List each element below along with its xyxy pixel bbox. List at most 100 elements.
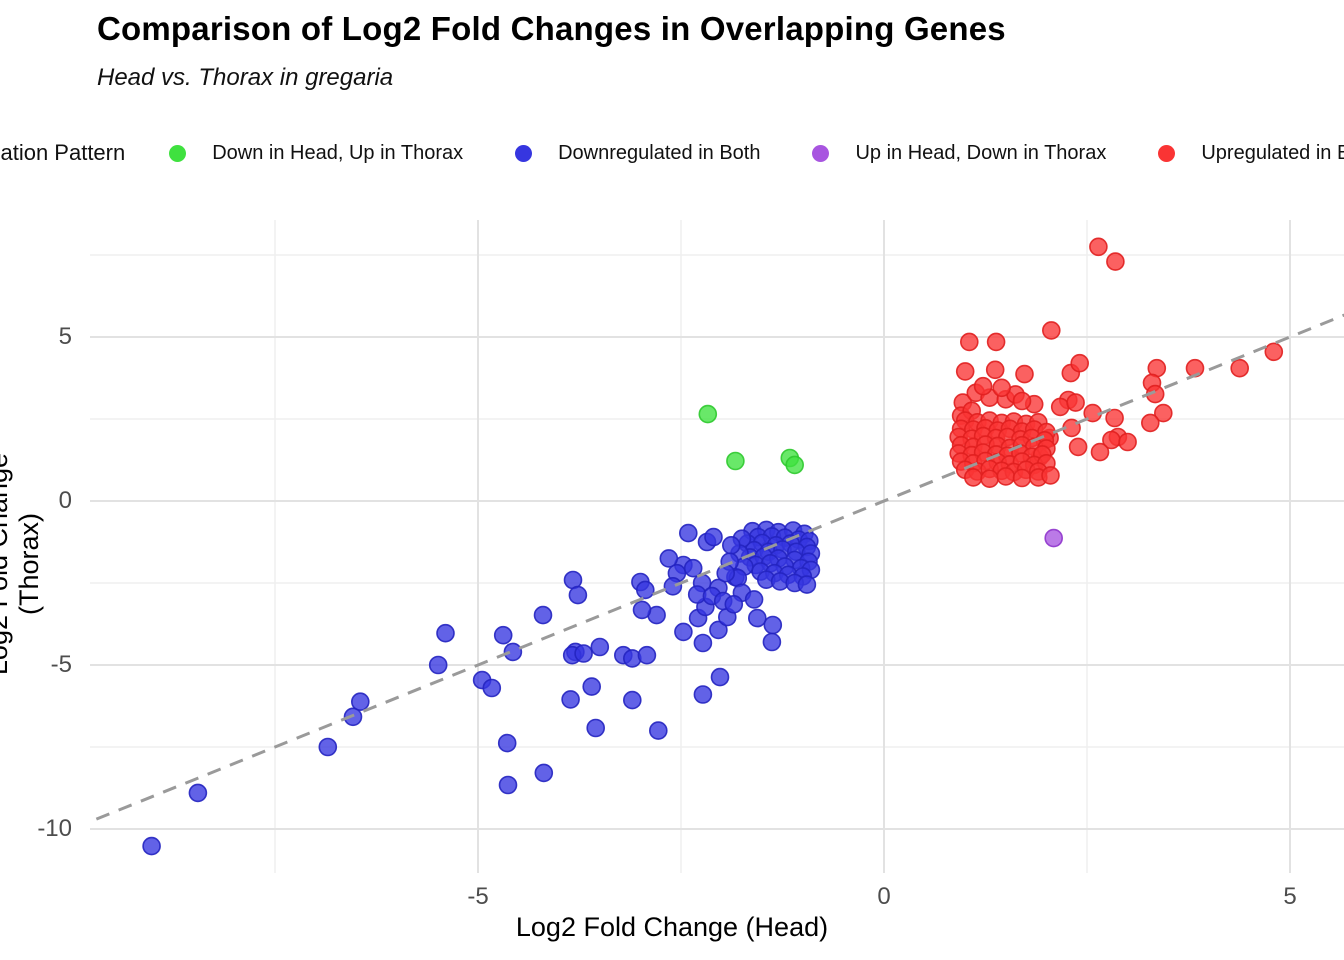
data-point	[959, 332, 979, 352]
data-point	[534, 763, 554, 783]
y-tick-label: 5	[58, 323, 72, 350]
data-point	[482, 678, 502, 698]
data-point	[637, 645, 657, 665]
data-point	[724, 594, 744, 614]
data-point	[1015, 364, 1034, 384]
data-point	[142, 836, 161, 856]
legend-item-label: Down in Head, Up in Thorax	[212, 141, 464, 164]
data-point	[648, 721, 668, 740]
x-axis-title: Log2 Fold Change (Head)	[515, 912, 829, 942]
x-tick-label: -5	[467, 883, 489, 910]
y-tick-label: 0	[58, 487, 72, 514]
x-tick-label: 5	[1283, 883, 1297, 910]
data-point	[678, 523, 698, 543]
identity-dashed-line	[95, 313, 1344, 821]
data-point	[747, 608, 767, 628]
data-point	[561, 690, 580, 709]
data-point	[726, 451, 745, 471]
data-point	[693, 685, 713, 704]
data-point	[1230, 358, 1249, 378]
data-point	[1070, 353, 1090, 373]
data-point	[1041, 321, 1061, 340]
data-point	[1106, 252, 1125, 271]
legend-dot-icon	[169, 144, 187, 162]
legend-dot-icon	[812, 144, 830, 162]
legend-dot-icon	[515, 144, 533, 162]
scatter-chart-canvas	[90, 220, 1344, 873]
data-point	[188, 783, 208, 803]
data-point	[622, 690, 642, 710]
legend-item-label: Upregulated in Both	[1201, 141, 1344, 164]
data-point	[568, 585, 588, 605]
data-point	[996, 467, 1016, 486]
legend-item: Upregulated in Both	[1158, 142, 1344, 165]
legend: Regulation Pattern Down in Head, Up in T…	[0, 136, 1344, 170]
data-point	[963, 468, 983, 487]
data-point	[973, 376, 993, 396]
data-point	[436, 623, 455, 643]
data-point	[1264, 342, 1284, 362]
data-point	[698, 404, 718, 424]
data-point	[763, 615, 783, 635]
data-point	[1050, 397, 1070, 417]
data-point	[590, 637, 610, 657]
data-point	[744, 590, 764, 609]
data-point	[785, 455, 805, 475]
legend-items: Down in Head, Up in Thorax Downregulated …	[169, 142, 1344, 165]
data-point	[693, 633, 713, 653]
data-point	[493, 625, 513, 645]
data-point	[1066, 393, 1085, 412]
data-point	[582, 677, 602, 696]
legend-item: Down in Head, Up in Thorax	[169, 142, 463, 165]
data-point	[533, 605, 553, 625]
legend-title: Regulation Pattern	[0, 140, 126, 165]
data-point	[704, 527, 723, 547]
data-point	[986, 332, 1006, 352]
data-point	[1012, 391, 1032, 411]
data-point	[985, 360, 1005, 380]
data-point	[1090, 442, 1110, 462]
data-point	[663, 576, 683, 596]
legend-dot-icon	[1158, 144, 1176, 162]
y-tick-label: -5	[50, 651, 72, 678]
data-point	[428, 655, 448, 675]
data-point	[1089, 237, 1108, 257]
data-point	[992, 378, 1012, 398]
data-point	[350, 692, 370, 712]
data-point	[659, 549, 679, 568]
data-point	[1068, 437, 1088, 457]
data-point	[710, 667, 730, 687]
legend-item-label: Downregulated in Both	[558, 141, 761, 164]
y-axis-title: Log2 Fold Change (Thorax)	[0, 452, 44, 676]
data-point	[318, 737, 338, 757]
plot-panel	[90, 220, 1344, 873]
data-point	[1044, 528, 1064, 548]
data-point	[1154, 403, 1173, 423]
data-point	[709, 620, 728, 640]
page-title: Comparison of Log2 Fold Changes in Overl…	[97, 10, 1006, 47]
data-point	[497, 733, 517, 753]
data-point	[674, 622, 693, 642]
data-point	[955, 362, 975, 381]
data-point	[586, 718, 606, 738]
data-point	[574, 644, 593, 663]
data-point	[1105, 408, 1124, 428]
data-point	[762, 632, 782, 652]
data-point	[1141, 413, 1160, 433]
data-point	[632, 600, 652, 620]
legend-item: Up in Head, Down in Thorax	[812, 142, 1106, 165]
data-point	[635, 580, 655, 600]
data-point	[1118, 432, 1137, 452]
data-point	[1041, 466, 1060, 485]
data-point	[980, 469, 999, 489]
data-point	[721, 535, 741, 555]
data-point	[498, 775, 518, 795]
page-subtitle: Head vs. Thorax in gregaria	[97, 64, 394, 91]
data-point	[683, 558, 703, 578]
y-tick-label: -10	[37, 815, 72, 842]
legend-item: Downregulated in Both	[515, 142, 760, 165]
x-tick-label: 0	[877, 883, 891, 910]
data-point	[797, 575, 817, 594]
data-point	[503, 642, 523, 662]
